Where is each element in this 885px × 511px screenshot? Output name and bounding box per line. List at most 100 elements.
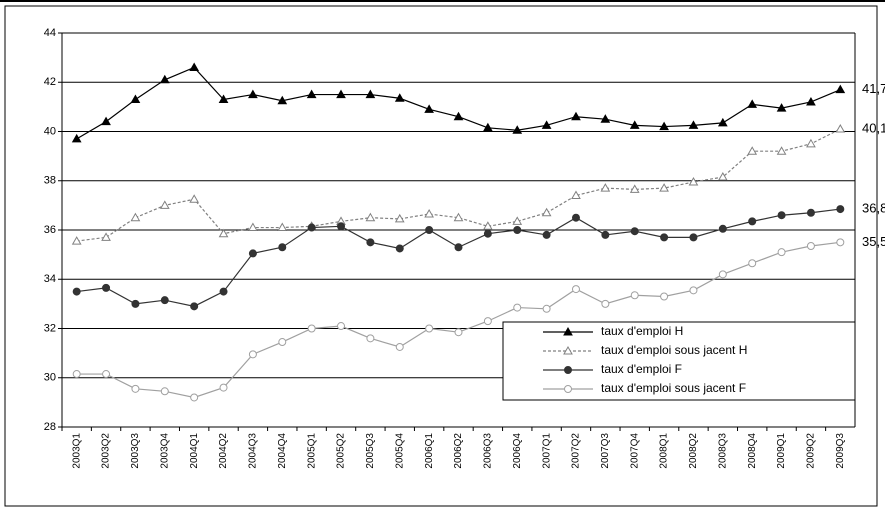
x-tick-label: 2004Q2 [218, 433, 229, 469]
chart-frame [4, 5, 878, 507]
marker [601, 230, 610, 239]
marker [190, 302, 199, 311]
x-tick-label: 2003Q4 [159, 433, 170, 469]
legend-marker [564, 366, 572, 374]
y-tick-label: 42 [44, 76, 56, 88]
x-tick-label: 2008Q2 [688, 433, 699, 469]
marker [277, 95, 288, 105]
x-tick-label: 2004Q1 [189, 433, 200, 469]
marker [483, 122, 493, 132]
y-tick-label: 36 [44, 224, 56, 236]
marker [248, 350, 257, 359]
marker [630, 291, 639, 300]
marker [513, 303, 522, 312]
marker [806, 208, 815, 217]
x-tick-label: 2007Q1 [541, 433, 552, 469]
x-tick-label: 2005Q1 [306, 433, 317, 469]
marker [190, 393, 199, 402]
marker [248, 222, 258, 232]
marker [101, 116, 111, 126]
x-tick-label: 2007Q4 [629, 433, 640, 469]
x-tick-label: 2004Q3 [248, 433, 259, 469]
marker [189, 62, 200, 71]
marker [424, 104, 434, 113]
marker [72, 370, 81, 379]
marker [277, 222, 288, 232]
series-line [76, 208, 841, 307]
marker [747, 146, 758, 155]
marker [248, 89, 258, 99]
marker [453, 111, 464, 121]
marker [513, 226, 522, 234]
marker [307, 223, 316, 232]
legend-marker [563, 345, 573, 355]
legend-marker [564, 385, 572, 393]
x-tick-label: 2006Q4 [512, 433, 523, 469]
end-label: 40,1 [862, 120, 885, 135]
x-tick-label: 2008Q4 [747, 433, 758, 469]
marker [541, 207, 552, 217]
marker [365, 89, 376, 99]
marker [836, 238, 845, 247]
marker [688, 176, 699, 186]
end-label: 36,8 [862, 201, 885, 216]
marker [130, 94, 141, 103]
legend-label: taux d'emploi F [601, 362, 682, 376]
marker [512, 125, 523, 134]
marker [571, 111, 581, 121]
marker [660, 233, 669, 242]
y-tick-label: 32 [44, 322, 56, 334]
marker [542, 230, 551, 239]
marker [337, 322, 346, 331]
end-label: 35,5 [862, 234, 885, 249]
marker [102, 283, 111, 292]
marker [718, 224, 727, 233]
marker [571, 213, 580, 222]
marker [218, 228, 229, 238]
marker [777, 211, 786, 220]
marker [717, 172, 728, 181]
marker [512, 216, 523, 225]
marker [337, 222, 346, 231]
marker [278, 243, 287, 252]
marker [718, 270, 727, 279]
marker [395, 342, 404, 351]
marker [424, 208, 434, 218]
marker [71, 236, 82, 245]
marker [688, 120, 699, 129]
legend-label: taux d'emploi sous jacent H [601, 343, 747, 357]
marker [689, 286, 698, 295]
marker [219, 383, 228, 392]
marker [689, 233, 698, 242]
marker [600, 183, 611, 192]
marker [776, 146, 787, 155]
y-tick-label: 28 [44, 421, 56, 433]
marker [394, 213, 405, 223]
y-tick-label: 34 [44, 273, 56, 285]
marker [366, 238, 375, 247]
x-tick-label: 2006Q2 [453, 433, 464, 469]
marker [454, 328, 463, 337]
marker [278, 338, 287, 347]
marker [454, 243, 463, 252]
x-tick-label: 2009Q1 [776, 433, 787, 469]
series-line [76, 128, 841, 242]
marker [130, 212, 141, 222]
x-tick-label: 2003Q1 [71, 433, 82, 469]
marker [571, 285, 580, 294]
marker [131, 384, 140, 393]
marker [806, 96, 816, 106]
y-tick-label: 44 [44, 27, 56, 39]
legend-box [502, 321, 856, 401]
marker [101, 232, 111, 241]
marker [72, 287, 81, 296]
marker [776, 103, 787, 112]
marker [219, 287, 228, 296]
end-label: 41,7 [862, 81, 885, 96]
marker [777, 248, 786, 257]
x-tick-label: 2009Q3 [835, 433, 846, 469]
marker [306, 89, 317, 99]
marker [453, 212, 464, 222]
marker [425, 324, 434, 333]
marker [159, 200, 170, 209]
